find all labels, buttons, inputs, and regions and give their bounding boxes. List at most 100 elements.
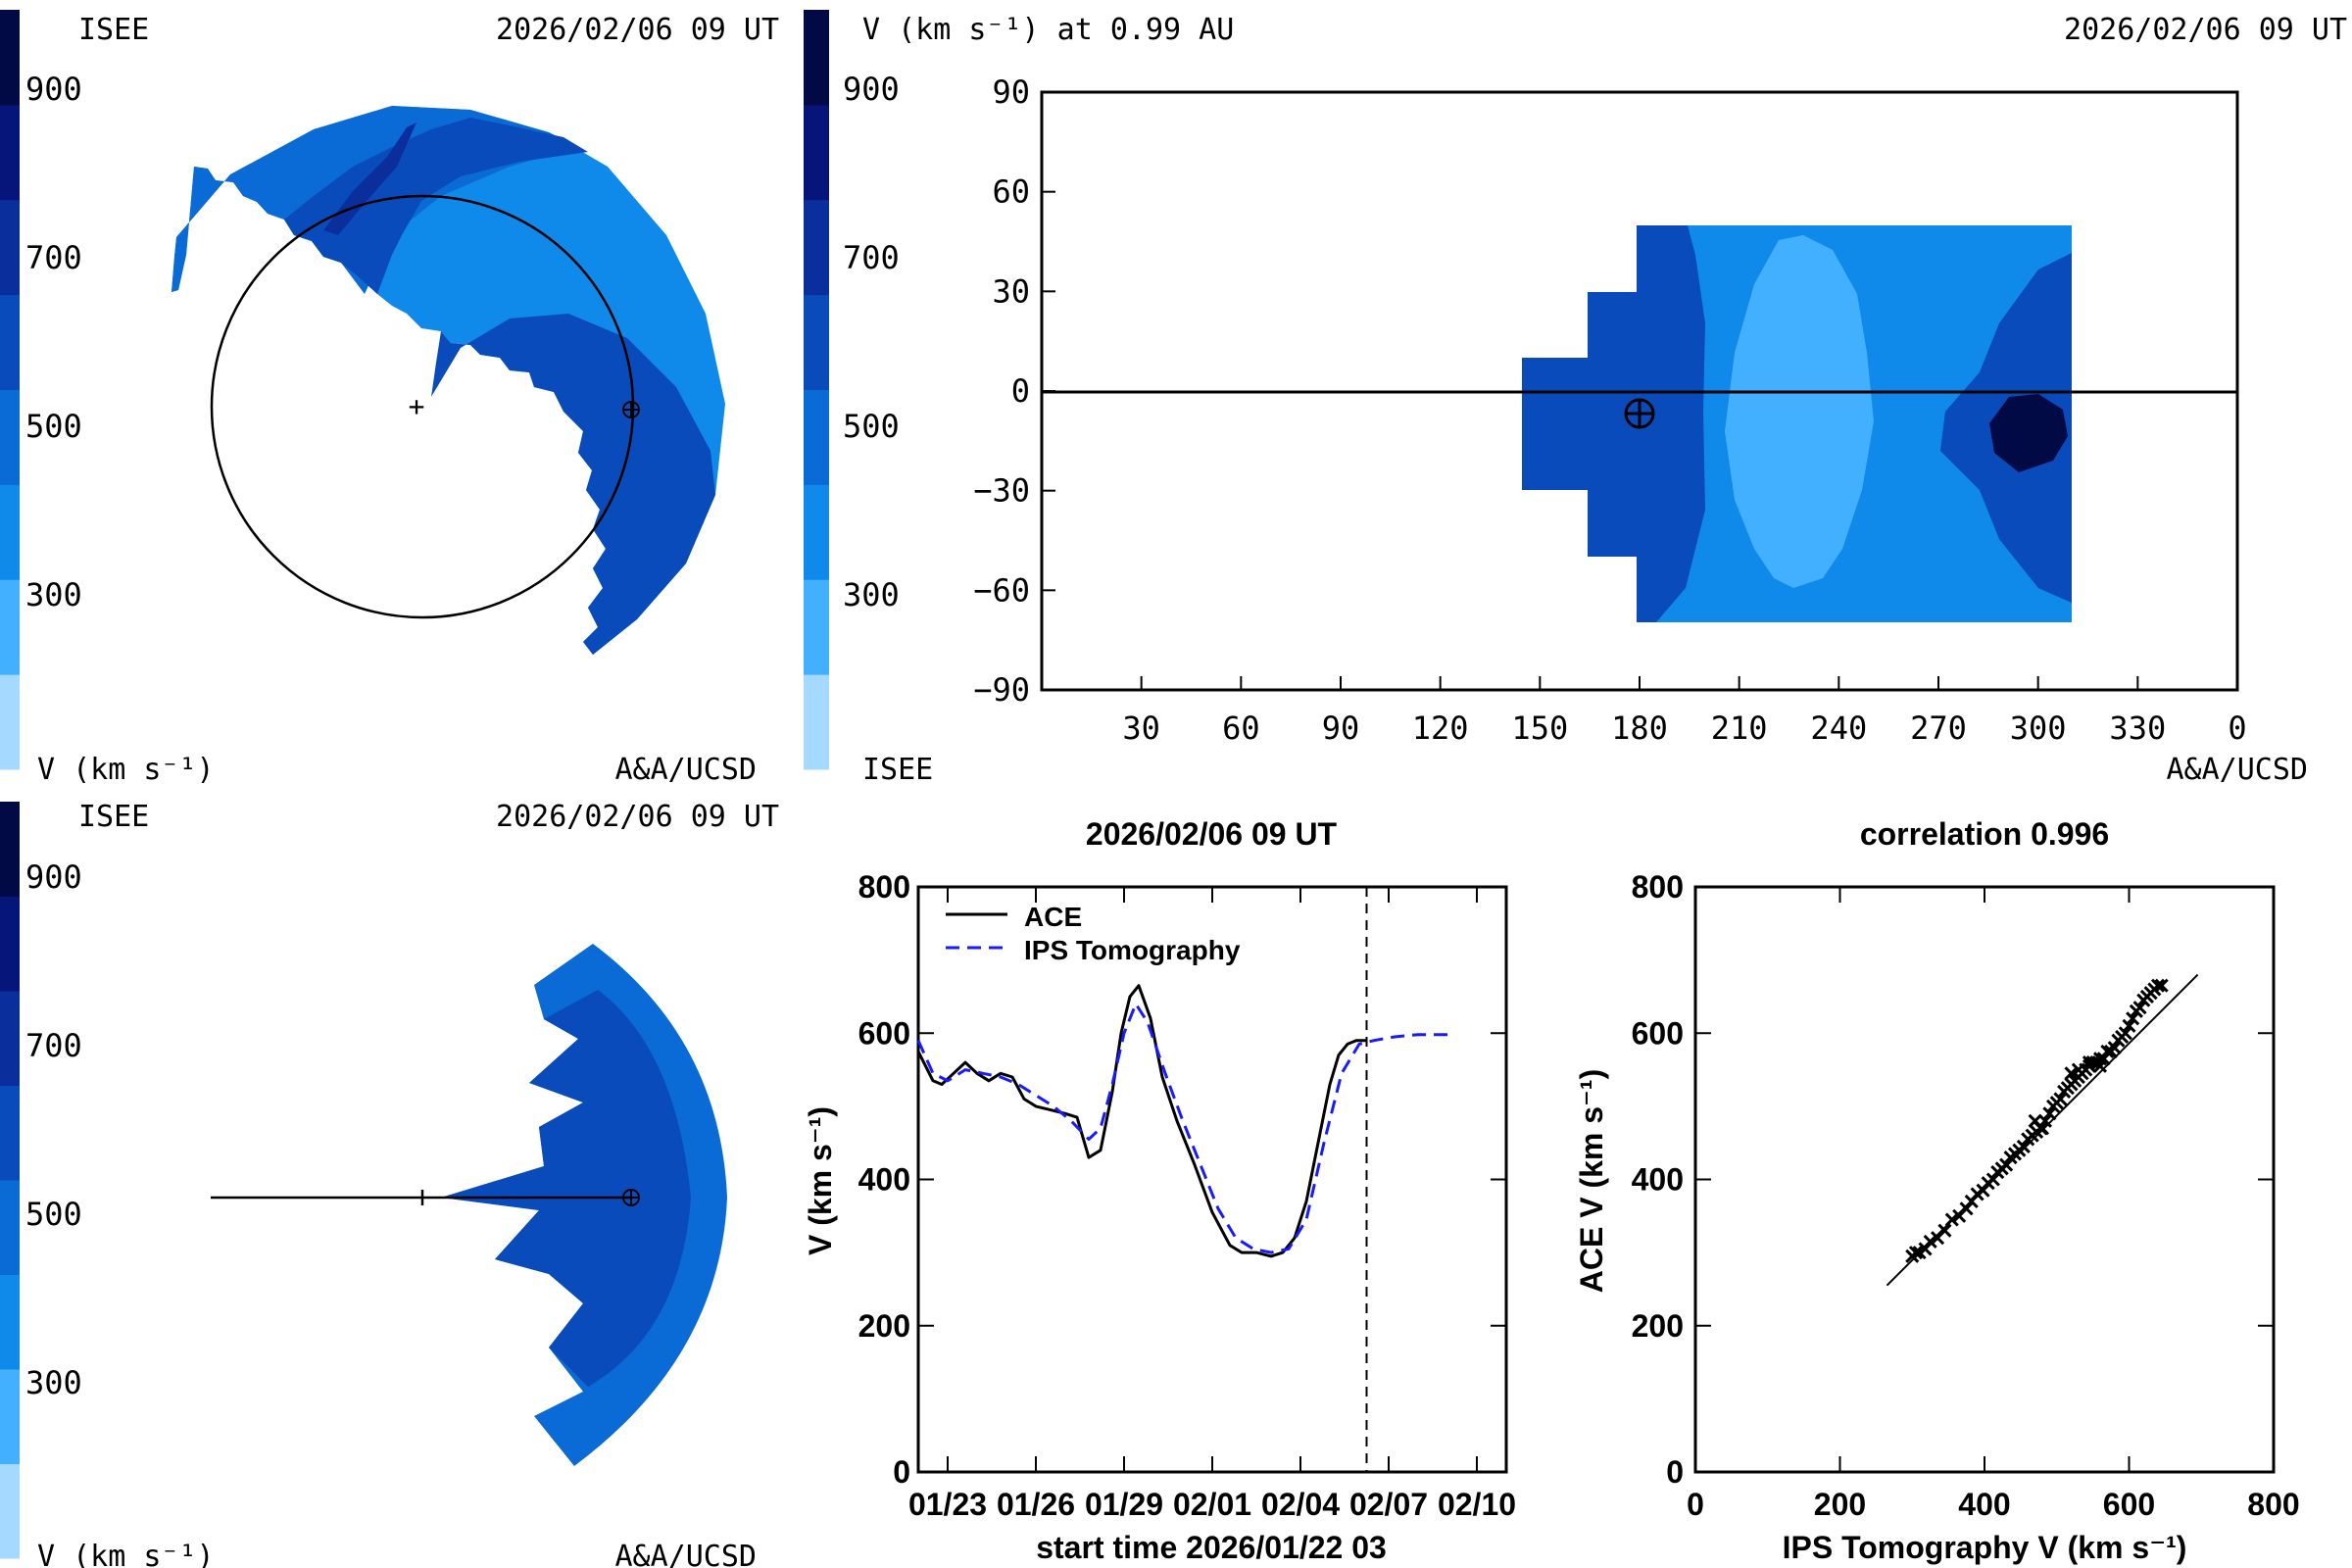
data-point [2016,1139,2031,1153]
series-layer [916,887,1447,1472]
colorbar-tick: 700 [843,239,900,276]
data-point [2100,1044,2115,1058]
colorbar-tick: 300 [843,576,900,613]
x-tick-label: 300 [2010,710,2067,747]
data-point [2042,1106,2057,1121]
colorbar-tick: 900 [843,71,900,108]
panel-date: 2026/02/06 09 UT [496,800,779,834]
colorbar-segment [804,484,829,580]
sun-marker: + [409,390,425,422]
data-point [2071,1062,2085,1077]
data-point [2085,1055,2100,1070]
x-tick-label: 02/01 [1173,1487,1251,1522]
colorbar-segment [804,199,829,296]
series-layer [1886,973,2199,1287]
y-tick-label: −60 [973,571,1030,609]
data-point [2053,1092,2068,1106]
data-point [1976,1183,1990,1198]
chart-title: 2026/02/06 09 UT [1086,816,1338,852]
x-tick-label: 60 [1222,710,1260,747]
data-point [1908,1246,1924,1260]
y-tick-label: 600 [858,1015,910,1051]
panel-date: 2026/02/06 09 UT [2064,13,2347,47]
colorbar-segment [804,579,829,675]
x-axis: 30 60 90 120 150 180 210 240 270 300 330 0 [1122,676,2247,747]
colorbar-tick: 900 [25,858,82,896]
x-tick-label: 180 [1611,710,1668,747]
data-point [2034,1121,2050,1136]
earth-marker [622,401,640,418]
y-tick-label: 400 [1632,1162,1684,1198]
x-tick-label: 30 [1122,710,1160,747]
y-tick-label: 0 [893,1454,910,1490]
y-tick-label: 30 [992,272,1030,310]
y-tick-label: 800 [858,869,910,905]
x-tick-label: 01/26 [997,1487,1075,1522]
outer-wedge [172,106,725,655]
colorbar-segment [0,484,20,580]
x-tick-label: 02/10 [1438,1487,1516,1522]
panel-label: ISEE [78,13,149,47]
colorbar-tr [804,10,829,770]
colorbar-segment [804,674,829,770]
y-tick-label: −90 [973,671,1030,709]
data-point [2132,1001,2147,1015]
colorbar-segment [0,1463,20,1559]
panel-scatter: correlation 0.996 0 200 400 600 800 0 200 400 60… [1574,816,2300,1565]
colorbar-segment [0,1369,20,1464]
earth-orbit-circle [210,194,635,619]
y-tick-label: 800 [1632,869,1684,905]
colorbar-segment [0,1085,20,1181]
colorbar-segment [0,991,20,1086]
colorbar-segment [804,104,829,201]
data-point [2126,1011,2140,1026]
axes: 0 200 400 600 800 01/23 01/26 01/29 02/01 02/04 02… [858,869,1516,1522]
earth-marker [1624,398,1655,429]
data-point [2037,1113,2053,1128]
axes: 0 200 400 600 800 0 200 400 600 800 [1632,869,2300,1522]
colorbar-tick: 700 [25,239,82,276]
series-ace [916,984,1367,1258]
wedge-inner-fast [431,314,715,655]
colorbar-bl-ticks: 900 700 500 300 [25,858,82,1401]
panel-label: ISEE [78,800,149,834]
colorbar-segment [0,199,20,296]
x-axis-label: start time 2026/01/22 03 [1036,1530,1387,1565]
data-point [2122,1018,2136,1033]
x-tick-label: 800 [2247,1487,2299,1522]
credit-label: A&A/UCSD [615,1540,758,1568]
colorbar-tick: 700 [25,1027,82,1064]
y-tick-label: 400 [858,1162,910,1198]
y-tick-label: 90 [992,74,1030,111]
x-tick-label: 330 [2109,710,2166,747]
y-tick-label: 200 [858,1308,910,1344]
colorbar-tick: 900 [25,71,82,108]
x-tick-label: 0 [2228,710,2246,747]
panel-ecliptic-view: ISEE 2026/02/06 09 UT V (km s⁻¹) A&A/UCS… [37,13,779,787]
colorbar-segment [804,10,829,106]
x-tick-label: 01/29 [1085,1487,1163,1522]
x-tick-label: 0 [1687,1487,1704,1522]
x-tick-label: 120 [1412,710,1469,747]
colorbar-segment [0,896,20,992]
data-point [2150,978,2166,993]
plot-frame [916,885,1508,1474]
colorbar-tr-ticks: 900 700 500 300 [843,71,900,613]
colorbar-tick: 500 [25,1196,82,1233]
colorbar-segment [0,294,20,390]
data-point [1999,1157,2014,1172]
colorbar-tick: 300 [25,576,82,613]
y-tick-label: 0 [1666,1454,1684,1490]
chart-title: correlation 0.996 [1860,816,2109,852]
wedge-dark-streak [323,122,416,235]
x-tick-label: 270 [1910,710,1967,747]
y-tick-label: 200 [1632,1308,1684,1344]
data-point [2107,1041,2122,1055]
wedge-upper-fast [284,118,588,294]
colorbar-segment [0,389,20,485]
colorbar-segment [804,294,829,390]
data-point [1923,1234,1937,1249]
x-tick-label: 210 [1711,710,1768,747]
y-axis: 90 60 30 0 −30 −60 −90 [973,74,1055,709]
unit-label: V (km s⁻¹) [37,753,215,787]
